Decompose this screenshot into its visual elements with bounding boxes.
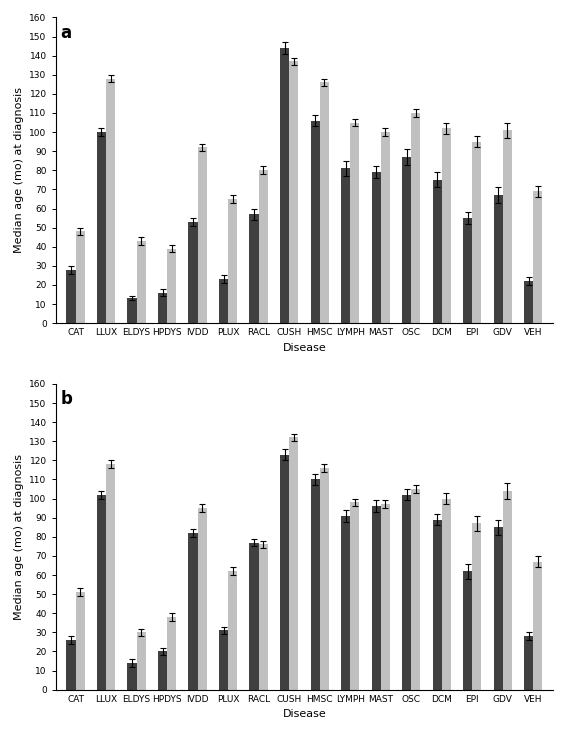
Text: b: b bbox=[61, 390, 73, 408]
Bar bbox=[219, 279, 228, 323]
Bar bbox=[341, 169, 350, 323]
Bar bbox=[371, 172, 380, 323]
Bar bbox=[503, 491, 512, 690]
Bar bbox=[433, 180, 442, 323]
Bar bbox=[350, 502, 359, 690]
Bar bbox=[128, 663, 137, 690]
Bar bbox=[524, 281, 534, 323]
Bar bbox=[158, 652, 167, 690]
Bar bbox=[402, 495, 411, 690]
Bar bbox=[188, 222, 198, 323]
Bar bbox=[188, 533, 198, 690]
Bar bbox=[320, 82, 329, 323]
Bar bbox=[320, 468, 329, 690]
Y-axis label: Median age (mo) at diagnosis: Median age (mo) at diagnosis bbox=[14, 454, 24, 620]
Bar bbox=[503, 130, 512, 323]
Bar bbox=[534, 191, 543, 323]
Bar bbox=[472, 523, 481, 690]
Bar bbox=[350, 122, 359, 323]
Bar bbox=[289, 62, 298, 323]
Bar bbox=[128, 298, 137, 323]
Text: a: a bbox=[61, 23, 72, 42]
Bar bbox=[219, 630, 228, 690]
Bar bbox=[463, 571, 472, 690]
Bar bbox=[402, 157, 411, 323]
Bar bbox=[494, 195, 503, 323]
Bar bbox=[106, 78, 115, 323]
Bar bbox=[280, 454, 289, 690]
Bar bbox=[463, 218, 472, 323]
Bar bbox=[66, 640, 75, 690]
Bar bbox=[198, 147, 207, 323]
Bar bbox=[411, 489, 420, 690]
Bar bbox=[228, 199, 237, 323]
Bar bbox=[167, 617, 176, 690]
Bar bbox=[280, 48, 289, 323]
X-axis label: Disease: Disease bbox=[282, 709, 326, 719]
Bar bbox=[158, 292, 167, 323]
Bar bbox=[341, 516, 350, 690]
Bar bbox=[106, 464, 115, 690]
Bar bbox=[97, 132, 106, 323]
Bar bbox=[137, 241, 146, 323]
Bar bbox=[228, 571, 237, 690]
Bar bbox=[380, 132, 390, 323]
Bar bbox=[311, 121, 320, 323]
Bar bbox=[66, 270, 75, 323]
Bar bbox=[433, 520, 442, 690]
Bar bbox=[97, 495, 106, 690]
Bar bbox=[371, 507, 380, 690]
Bar bbox=[524, 636, 534, 690]
Bar bbox=[472, 141, 481, 323]
Bar bbox=[494, 527, 503, 690]
Bar bbox=[249, 214, 259, 323]
Bar bbox=[75, 592, 84, 690]
Bar bbox=[259, 545, 268, 690]
Bar bbox=[137, 633, 146, 690]
Bar bbox=[167, 248, 176, 323]
Bar bbox=[311, 479, 320, 690]
Bar bbox=[442, 128, 451, 323]
Bar bbox=[534, 561, 543, 690]
Bar bbox=[249, 542, 259, 690]
Bar bbox=[411, 113, 420, 323]
Bar bbox=[75, 232, 84, 323]
Bar bbox=[198, 508, 207, 690]
Y-axis label: Median age (mo) at diagnosis: Median age (mo) at diagnosis bbox=[14, 87, 24, 254]
X-axis label: Disease: Disease bbox=[282, 342, 326, 353]
Bar bbox=[259, 170, 268, 323]
Bar bbox=[289, 438, 298, 690]
Bar bbox=[442, 498, 451, 690]
Bar bbox=[380, 504, 390, 690]
